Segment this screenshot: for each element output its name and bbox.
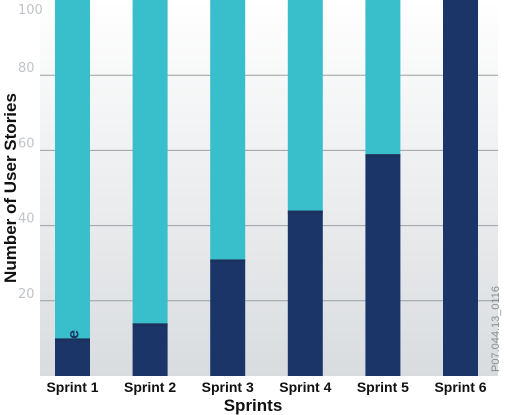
y-axis-title: Number of User Stories	[1, 93, 20, 283]
bar-done	[287, 210, 323, 376]
bar-done	[365, 154, 401, 376]
x-tick-label: Sprint 2	[124, 379, 176, 395]
series-labels: Done To Do	[66, 22, 83, 370]
bar-done-cap	[287, 210, 323, 214]
bar-todo	[55, 0, 90, 339]
bar-done-cap	[55, 338, 90, 342]
bar-done	[443, 0, 478, 376]
gridlines	[40, 74, 498, 302]
bar-done	[55, 338, 90, 376]
bar-done-cap	[132, 323, 168, 327]
x-tick-label: Sprint 1	[46, 379, 98, 395]
x-tick-label: Sprint 4	[279, 379, 331, 395]
x-tick-labels: Sprint 1 Sprint 2 Sprint 3 Sprint 4 Sprint 5…	[46, 379, 486, 395]
plot-background	[40, 0, 498, 376]
series-label-done: Done	[66, 330, 83, 370]
y-tick-label: 60	[18, 136, 35, 151]
bar-done-cap	[210, 259, 246, 263]
bar-todo	[210, 0, 246, 260]
x-tick-label: Sprint 3	[202, 379, 254, 395]
x-tick-label: Sprint 5	[357, 379, 409, 395]
bar-done	[132, 323, 168, 376]
y-tick-label: 20	[18, 287, 35, 302]
y-tick-labels: 20 40 60 80 100	[18, 3, 43, 302]
figure-code: P07.044.13_0116	[490, 286, 502, 372]
bar-todo	[287, 0, 323, 211]
bars	[55, 0, 478, 376]
series-label-todo: To Do	[66, 22, 83, 66]
x-tick-label: Sprint 6	[434, 379, 486, 395]
y-tick-label: 100	[18, 3, 43, 18]
x-axis-title: Sprints	[224, 396, 283, 415]
bar-done-cap	[365, 154, 401, 158]
bar-done	[210, 259, 246, 376]
bar-todo	[132, 0, 168, 324]
bar-todo	[365, 0, 401, 155]
y-tick-label: 80	[18, 61, 35, 76]
y-tick-label: 40	[18, 212, 35, 227]
